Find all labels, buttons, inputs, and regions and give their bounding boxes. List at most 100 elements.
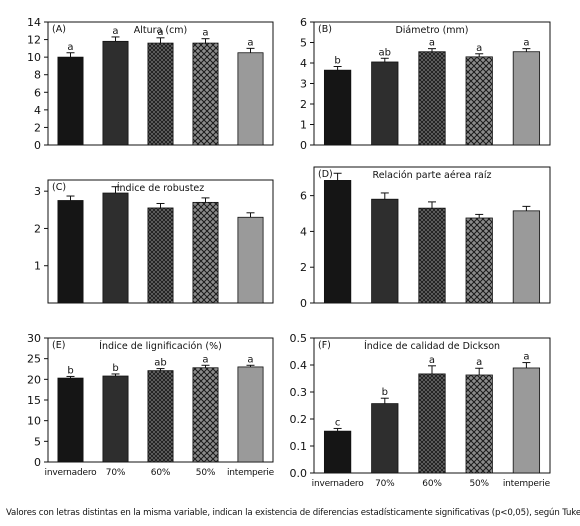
significance-letter: a [476,357,482,368]
x-tick-label: 70% [375,479,395,489]
bar [465,374,493,474]
significance-letter: a [476,43,482,54]
panel-label: (E) [52,340,65,351]
bar [102,375,129,463]
y-tick-label: 0.0 [290,467,308,480]
significance-letter: a [202,28,208,39]
significance-letter: a [157,27,163,38]
bar [512,367,541,474]
figure-caption: Valores con letras distintas en la misma… [6,508,580,518]
y-tick-label: 15 [27,394,41,407]
bar [102,40,129,146]
bar [237,52,264,146]
panel-title: Altura (cm) [134,25,188,36]
significance-letter: b [334,55,340,66]
y-tick-label: 2 [34,222,41,235]
bar [237,366,264,463]
bar [192,201,219,304]
significance-letter: a [523,38,529,49]
y-tick-label: 0.3 [290,386,308,399]
y-tick-label: 5 [300,37,307,50]
panel-label: (D) [318,169,333,180]
significance-letter: b [382,387,388,398]
y-tick-label: 3 [300,78,307,91]
bar [323,430,352,474]
bar [418,207,446,304]
bar [147,42,174,146]
y-tick-label: 20 [27,373,41,386]
panel-label: (B) [318,24,332,35]
y-tick-label: 2 [300,98,307,111]
y-tick-label: 10 [27,415,41,428]
y-tick-label: 25 [27,353,41,366]
y-tick-label: 0.4 [290,359,308,372]
panel-label: (C) [52,182,66,193]
x-tick-label: invernadero [45,468,98,478]
bar [323,180,352,304]
y-tick-label: 6 [34,86,41,99]
bar [418,51,446,146]
y-tick-label: 0 [34,139,41,152]
panel-title: Relación parte aérea raíz [373,170,492,181]
x-tick-label: 70% [106,468,126,478]
y-tick-label: 1 [34,260,41,273]
bar [57,56,84,146]
bar [57,377,84,463]
y-tick-label: 3 [34,185,41,198]
significance-letter: a [247,354,253,365]
y-tick-label: 0 [34,456,41,469]
bar [57,200,84,304]
x-tick-label: intemperie [227,468,275,478]
bar [192,367,219,463]
x-tick-label: 60% [422,479,442,489]
panel-title: Índice de calidad de Dickson [364,340,500,352]
bar [371,403,399,474]
significance-letter: a [429,355,435,366]
y-tick-label: 0.2 [290,413,308,426]
bar [192,42,219,146]
significance-letter: a [202,354,208,365]
y-tick-label: 0 [300,297,307,310]
significance-letter: b [112,363,118,374]
significance-letter: a [523,352,529,363]
y-tick-label: 5 [34,435,41,448]
bar [147,207,174,304]
bar [102,192,129,304]
x-tick-label: 50% [196,468,216,478]
y-tick-label: 8 [34,69,41,82]
y-tick-label: 2 [34,121,41,134]
panel-label: (A) [52,24,66,35]
significance-letter: c [335,417,341,428]
y-tick-label: 4 [34,104,41,117]
bar [512,51,541,146]
panel-title: Índice de lignificación (%) [99,340,222,352]
y-tick-label: 10 [27,51,41,64]
significance-letter: b [67,365,73,376]
y-tick-label: 4 [300,225,307,238]
x-tick-label: 50% [469,479,489,489]
bar [237,216,264,304]
significance-letter: a [112,26,118,37]
x-tick-label: invernadero [312,479,365,489]
bar [147,370,174,463]
y-tick-label: 30 [27,332,41,345]
x-tick-label: 60% [151,468,171,478]
y-tick-label: 6 [300,190,307,203]
y-tick-label: 1 [300,119,307,132]
bar [418,373,446,474]
bar [512,210,541,304]
y-tick-label: 0 [300,139,307,152]
y-tick-label: 2 [300,261,307,274]
panel-title: Diámetro (mm) [395,25,468,36]
bar [465,56,493,146]
y-tick-label: 4 [300,57,307,70]
y-tick-label: 6 [300,16,307,29]
significance-letter: a [247,37,253,48]
significance-letter: ab [379,47,391,58]
significance-letter: a [67,42,73,53]
significance-letter: ab [154,358,166,369]
bar [371,61,399,146]
x-tick-label: intemperie [503,479,551,489]
significance-letter: a [429,38,435,49]
